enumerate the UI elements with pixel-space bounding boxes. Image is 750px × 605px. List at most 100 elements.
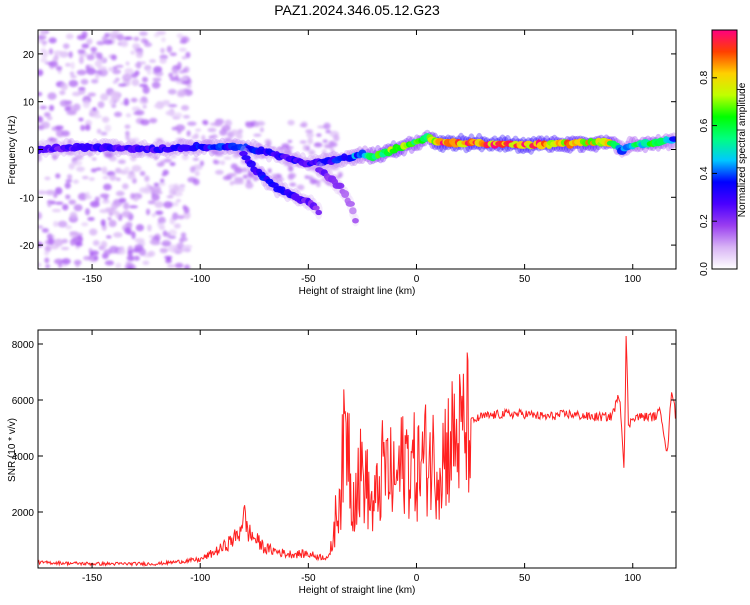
noise-blob: [90, 168, 97, 173]
noise-blob: [65, 33, 74, 40]
noise-blob: [147, 224, 152, 232]
ridge-blob: [246, 160, 256, 168]
noise-blob: [65, 179, 73, 183]
noise-blob: [54, 187, 63, 195]
noise-blob: [117, 159, 126, 164]
noise-blob: [160, 47, 165, 54]
noise-blob: [72, 160, 83, 166]
noise-blob: [330, 148, 335, 154]
noise-blob: [75, 154, 84, 160]
noise-blob: [128, 205, 139, 209]
noise-blob: [112, 80, 118, 84]
noise-blob: [183, 211, 191, 220]
noise-blob: [299, 123, 307, 127]
snr-line: [38, 335, 676, 568]
noise-blob: [38, 116, 44, 124]
noise-blob: [131, 78, 140, 87]
noise-blob: [201, 134, 206, 141]
noise-blob: [179, 40, 187, 44]
noise-blob: [115, 77, 120, 82]
noise-blob: [242, 174, 248, 179]
noise-blob: [142, 104, 147, 109]
noise-blob: [133, 36, 140, 42]
noise-blob: [94, 60, 102, 68]
noise-blob: [41, 121, 50, 129]
noise-blob: [324, 144, 333, 149]
noise-blob: [289, 182, 297, 187]
noise-blob: [46, 116, 53, 121]
noise-blob: [212, 159, 218, 165]
noise-blob: [73, 259, 82, 266]
noise-blob: [158, 181, 166, 187]
snr-ylabel: SNR (10 * v/v): [7, 418, 18, 482]
noise-blob: [136, 151, 143, 156]
noise-blob: [64, 182, 71, 189]
noise-blob: [41, 30, 47, 37]
noise-blob: [176, 33, 184, 39]
ridge-blob: [312, 205, 320, 211]
noise-blob: [228, 172, 237, 177]
colorbar-tick-label: 0.0: [699, 262, 710, 276]
noise-blob: [60, 246, 70, 251]
noise-blob: [253, 176, 259, 182]
noise-blob: [122, 183, 129, 190]
noise-blob: [168, 187, 174, 196]
noise-blob: [325, 129, 332, 134]
noise-blob: [59, 99, 70, 107]
colorbar-tick-label: 0.8: [699, 70, 710, 84]
noise-blob: [87, 92, 97, 97]
noise-blob: [61, 258, 71, 265]
noise-blob: [168, 235, 177, 239]
noise-blob: [60, 82, 68, 91]
noise-blob: [93, 255, 99, 261]
noise-blob: [234, 177, 244, 181]
noise-blob: [166, 45, 173, 53]
spectrogram-ytick-label: 0: [28, 146, 34, 157]
noise-blob: [167, 104, 178, 108]
noise-blob: [253, 156, 259, 160]
noise-blob: [179, 237, 185, 244]
noise-blob: [195, 128, 202, 132]
noise-blob: [95, 51, 101, 59]
noise-blob: [87, 216, 95, 221]
noise-blob: [76, 166, 85, 172]
noise-blob: [149, 239, 158, 245]
noise-blob: [154, 201, 164, 209]
noise-blob: [314, 142, 322, 147]
noise-blob: [38, 225, 44, 229]
noise-blob: [67, 174, 73, 180]
noise-blob: [130, 72, 138, 79]
noise-blob: [223, 137, 232, 142]
noise-blob: [104, 260, 115, 266]
noise-blob: [143, 42, 153, 48]
noise-blob: [185, 139, 194, 146]
colorbar-tick-label: 0.2: [699, 214, 710, 228]
spectrogram-marks: [38, 30, 676, 269]
noise-blob: [124, 68, 134, 75]
noise-blob: [98, 68, 108, 77]
noise-blob: [81, 43, 90, 49]
noise-blob: [55, 201, 64, 205]
noise-blob: [41, 40, 48, 45]
noise-blob: [189, 166, 196, 173]
noise-blob: [141, 76, 149, 83]
noise-blob: [124, 124, 131, 129]
noise-blob: [115, 262, 122, 269]
noise-blob: [180, 232, 187, 238]
noise-blob: [38, 211, 43, 220]
noise-blob: [44, 257, 50, 264]
noise-blob: [41, 228, 49, 233]
spectrogram-ridges: [38, 129, 676, 227]
colorbar: 0.0 0.2 0.4 0.6 0.8 Normalized spectral ampl…: [699, 29, 748, 276]
noise-blob: [62, 204, 69, 211]
noise-blob: [46, 200, 56, 204]
noise-blob: [299, 140, 307, 144]
noise-blob: [110, 90, 120, 99]
noise-blob: [163, 201, 173, 209]
noise-blob: [108, 245, 119, 254]
noise-blob: [165, 232, 171, 238]
noise-blob: [179, 76, 189, 82]
noise-blob: [55, 125, 64, 130]
noise-blob: [38, 69, 44, 77]
